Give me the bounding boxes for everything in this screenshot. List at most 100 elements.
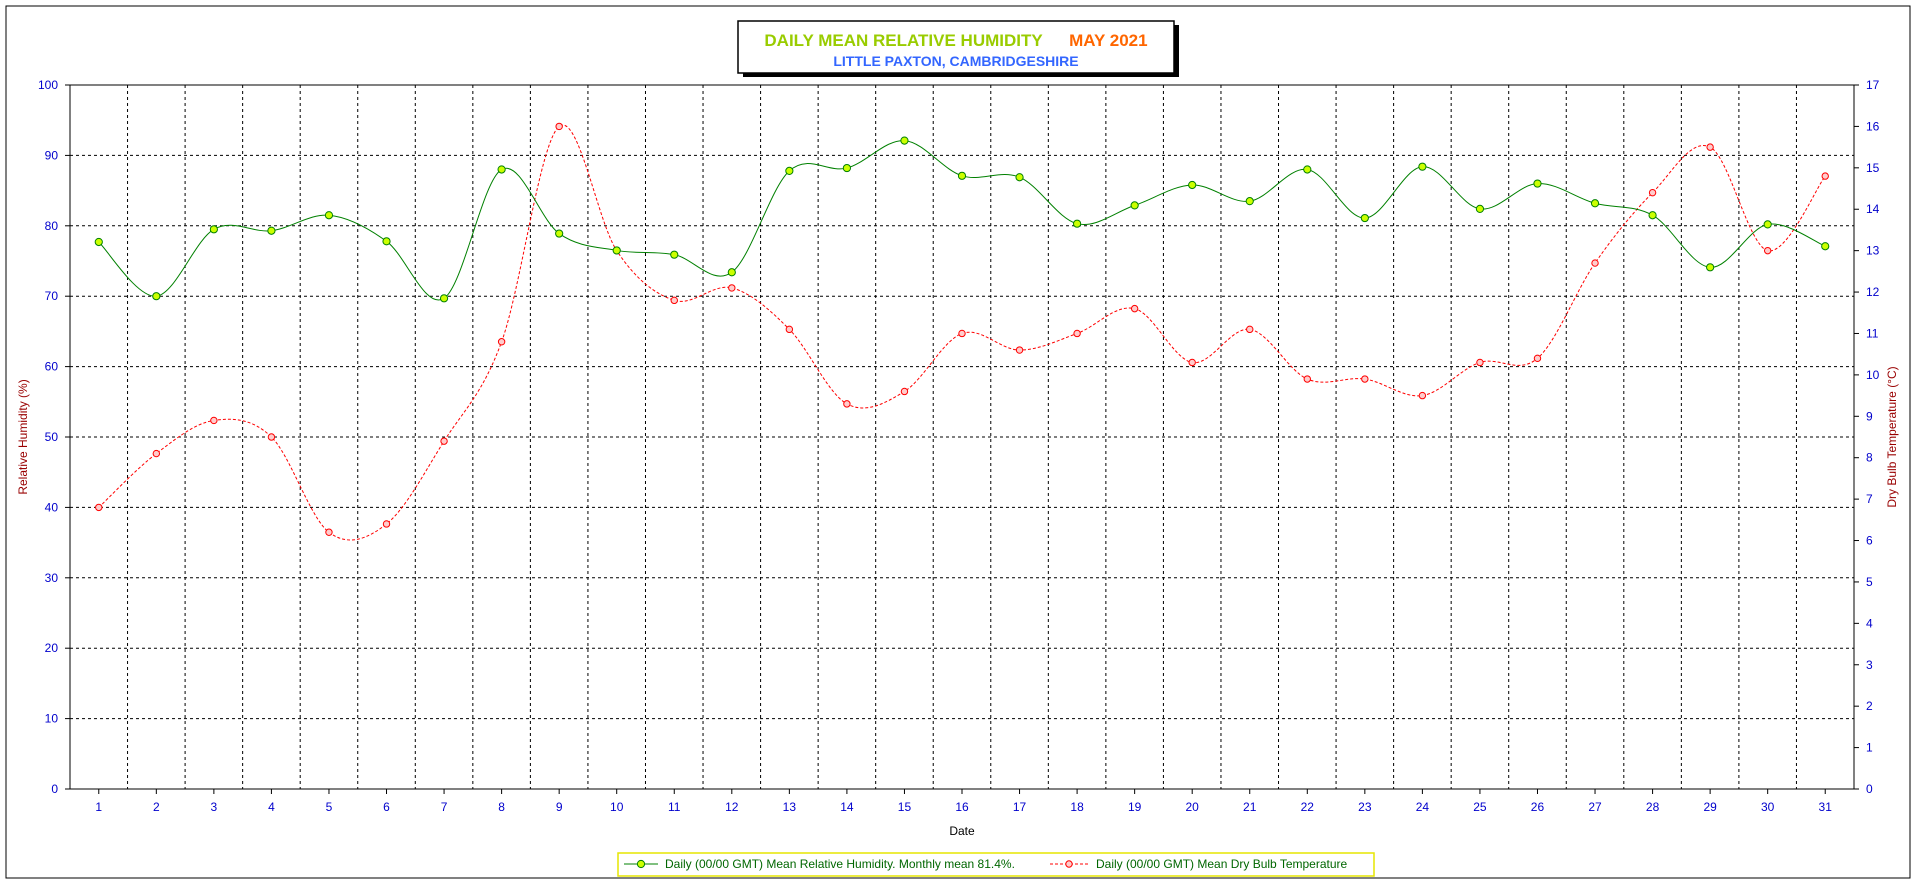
right-axis-tick-label: 6 [1866,534,1873,548]
temperature-point [497,338,506,346]
right-axis-tick-label: 11 [1866,326,1879,340]
temperature-point [1476,358,1484,367]
left-axis-tick-label: 40 [45,500,59,514]
right-axis-tick-label: 9 [1866,409,1873,423]
x-axis-tick-label: 19 [1128,800,1142,814]
humidity-point [382,237,391,246]
temperature-point [152,449,161,458]
right-axis-tick-label: 17 [1866,78,1880,92]
humidity-point [785,166,794,175]
temperature-point [210,416,218,425]
left-axis-tick-label: 60 [45,360,59,374]
chart-title-period: MAY 2021 [1069,31,1147,50]
right-axis-tick-label: 12 [1866,285,1880,299]
temperature-point [843,400,851,408]
temperature-point [267,433,276,441]
temperature-point [1706,143,1714,151]
temperature-point [1361,375,1369,383]
temperature-point [555,122,563,131]
x-axis-tick-label: 27 [1588,800,1602,814]
humidity-point [324,211,334,220]
x-axis-tick-label: 4 [268,800,275,814]
humidity-point [1648,211,1657,220]
humidity-point [1763,220,1772,229]
temperature-point [382,520,391,528]
legend-box [617,852,1375,877]
humidity-point [209,225,218,234]
humidity-point [670,250,679,259]
temperature-point [1648,188,1657,197]
x-axis-tick-label: 21 [1243,800,1257,814]
x-axis-tick-label: 14 [840,800,854,814]
right-axis-tick-label: 3 [1866,658,1873,672]
temperature-point [1821,172,1829,180]
temperature-point [1303,375,1311,383]
legend-temp-marker [1065,860,1073,868]
legend-rh-marker [636,859,646,869]
x-axis-tick-label: 20 [1186,800,1200,814]
x-axis-tick-label: 18 [1070,800,1084,814]
x-axis-tick-label: 9 [556,800,563,814]
right-axis-tick-label: 15 [1866,161,1880,175]
humidity-point [1475,204,1485,214]
temperature-point [1533,354,1542,363]
x-axis-tick-label: 13 [783,800,797,814]
right-axis-tick-label: 10 [1866,368,1880,382]
right-axis-tick-label: 1 [1866,741,1873,755]
temperature-point [1073,329,1081,338]
series [94,122,1830,541]
temperature-point [900,387,909,396]
x-axis-tick-label: 1 [95,800,102,814]
x-axis-tick-label: 12 [725,800,739,814]
chart-title-main: DAILY MEAN RELATIVE HUMIDITY [764,31,1043,50]
legend-rh-label: Daily (00/00 GMT) Mean Relative Humidity… [665,857,1015,871]
humidity-point [1015,173,1024,182]
x-axis-tick-label: 5 [326,800,333,814]
temperature-point [1418,391,1427,400]
left-axis-tick-label: 70 [45,289,59,303]
humidity-point [1245,197,1254,206]
x-axis-tick-label: 29 [1703,800,1717,814]
x-axis-tick-label: 24 [1416,800,1430,814]
legend-temp-label: Daily (00/00 GMT) Mean Dry Bulb Temperat… [1096,857,1348,871]
humidity-point [1188,180,1197,190]
temperature-point [1130,304,1139,313]
chart-subtitle: LITTLE PAXTON, CAMBRIDGESHIRE [833,53,1078,69]
humidity-point [1821,242,1830,251]
x-axis-tick-label: 31 [1819,800,1833,814]
humidity-point [727,268,736,277]
x-axis-tick-label: 15 [898,800,912,814]
title-box: DAILY MEAN RELATIVE HUMIDITY MAY 2021 LI… [737,20,1179,77]
temperature-point [95,503,103,512]
x-axis-tick-label: 30 [1761,800,1775,814]
humidity-point [555,229,564,238]
x-axis-tick-label: 11 [668,800,681,814]
humidity-point [957,171,967,180]
humidity-point [1590,199,1600,208]
temperature-point [958,329,966,338]
x-axis-tick-label: 2 [153,800,160,814]
x-axis-tick-label: 22 [1301,800,1315,814]
humidity-point [1533,179,1542,188]
temperature-point [1188,358,1196,367]
temperature-point [1591,259,1599,267]
right-axis-tick-label: 2 [1866,699,1873,713]
right-axis-tick-label: 5 [1866,575,1873,589]
legend: Daily (00/00 GMT) Mean Relative Humidity… [617,852,1375,877]
left-axis-tick-label: 10 [45,712,59,726]
left-axis-tick-label: 100 [38,78,58,92]
left-axis-tick-label: 0 [51,782,58,796]
x-axis-tick-label: 16 [955,800,969,814]
y-axis-right-title: Dry Bulb Temperature (°C) [1885,366,1899,507]
humidity-point [900,136,909,145]
x-axis: 1 2 3 4 5 6 7 8 9 10 11 12 13 14 15 16 17 18 19 20 21 22 23 24 2… [95,789,1832,814]
chart-title: DAILY MEAN RELATIVE HUMIDITY MAY 2021 [764,31,1147,50]
right-axis-tick-label: 13 [1866,244,1880,258]
left-axis-tick-label: 90 [45,148,59,162]
x-axis-tick-label: 28 [1646,800,1660,814]
temperature-point [1015,346,1024,354]
temperature-point [785,325,794,334]
humidity-point [612,246,621,255]
